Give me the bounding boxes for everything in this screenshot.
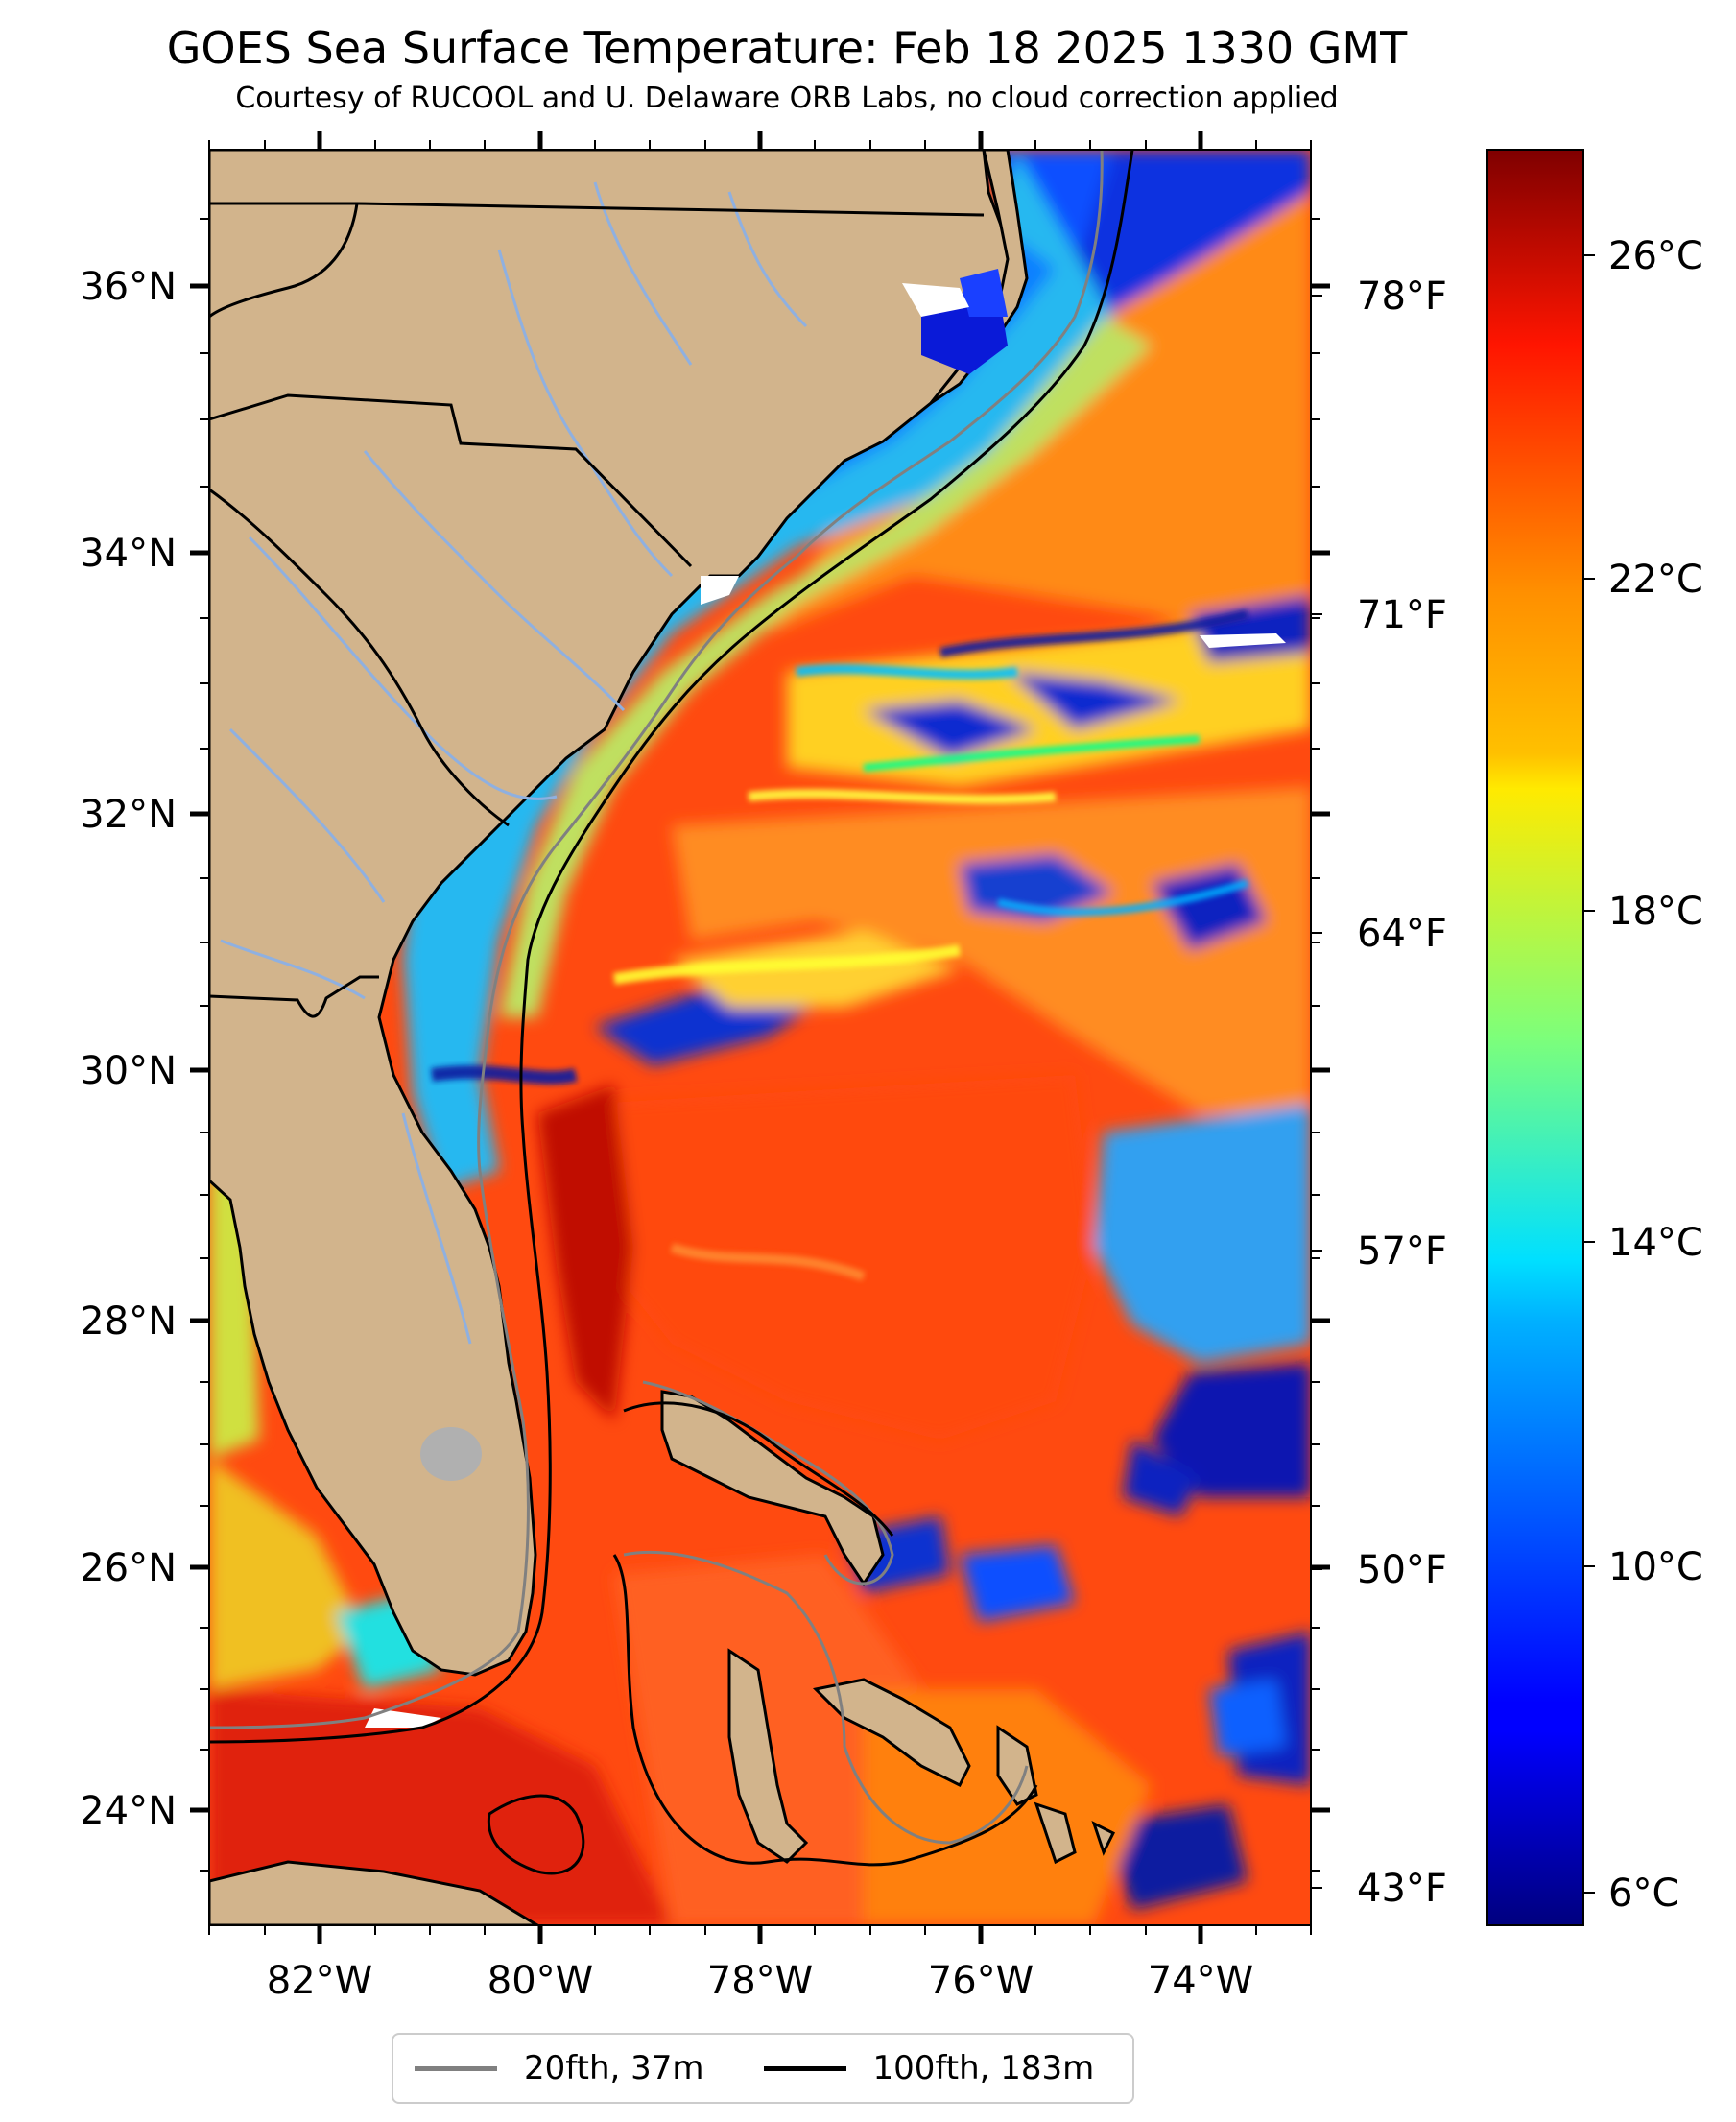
fahrenheit-ticks bbox=[1311, 295, 1322, 1889]
lat-label-32: 32°N bbox=[80, 793, 177, 837]
lat-label-26: 26°N bbox=[80, 1546, 177, 1590]
lake-okeechobee bbox=[420, 1427, 482, 1481]
legend-line-black bbox=[763, 2065, 846, 2071]
legend-entry-100fth: 100fth, 183m bbox=[763, 2049, 1095, 2087]
colorbar-label-14: 14°C bbox=[1608, 1221, 1703, 1265]
no-data-patches bbox=[365, 283, 1286, 1728]
state-borders bbox=[209, 202, 985, 1018]
lat-major-ticks bbox=[190, 283, 1330, 1813]
colorbar-label-18: 18°C bbox=[1608, 890, 1703, 934]
lat-label-36: 36°N bbox=[80, 265, 177, 309]
isobath-20fth bbox=[209, 150, 1104, 1845]
colorbar-ticks bbox=[1583, 254, 1595, 1894]
lon-major-ticks bbox=[317, 131, 1203, 1944]
fahrenheit-label-71: 71°F bbox=[1357, 593, 1447, 637]
lon-label-76: 76°W bbox=[928, 1959, 1034, 2003]
lon-label-74: 74°W bbox=[1148, 1959, 1253, 2003]
lat-label-24: 24°N bbox=[80, 1789, 177, 1833]
fahrenheit-label-78: 78°F bbox=[1357, 274, 1447, 319]
fahrenheit-label-64: 64°F bbox=[1357, 912, 1447, 956]
lon-minor-ticks bbox=[208, 140, 1312, 1935]
legend-entry-20fth: 20fth, 37m bbox=[415, 2049, 704, 2087]
rivers bbox=[220, 181, 808, 1345]
map-subtitle: Courtesy of RUCOOL and U. Delaware ORB L… bbox=[235, 82, 1339, 115]
colorbar bbox=[1486, 149, 1584, 1926]
us-land bbox=[209, 150, 1019, 1677]
sst-field bbox=[209, 150, 1311, 1925]
fahrenheit-label-43: 43°F bbox=[1357, 1867, 1447, 1911]
colorbar-label-6: 6°C bbox=[1608, 1872, 1678, 1916]
fahrenheit-label-50: 50°F bbox=[1357, 1548, 1447, 1592]
lon-label-80: 80°W bbox=[488, 1959, 593, 2003]
lat-minor-ticks bbox=[200, 218, 1320, 1872]
isobath-legend: 20fth, 37m 100fth, 183m bbox=[392, 2033, 1134, 2104]
colorbar-label-26: 26°C bbox=[1608, 234, 1703, 278]
lat-label-28: 28°N bbox=[80, 1299, 177, 1344]
colorbar-label-10: 10°C bbox=[1608, 1545, 1703, 1589]
lat-label-34: 34°N bbox=[80, 532, 177, 576]
map-title: GOES Sea Surface Temperature: Feb 18 202… bbox=[166, 22, 1408, 74]
lon-label-82: 82°W bbox=[267, 1959, 372, 2003]
fahrenheit-label-57: 57°F bbox=[1357, 1229, 1447, 1274]
colorbar-label-22: 22°C bbox=[1608, 558, 1703, 602]
legend-label-20fth: 20fth, 37m bbox=[524, 2049, 704, 2087]
isobath-100fth bbox=[209, 150, 1134, 1875]
legend-line-gray bbox=[415, 2065, 497, 2071]
lat-label-30: 30°N bbox=[80, 1049, 177, 1093]
lon-label-78: 78°W bbox=[707, 1959, 813, 2003]
legend-label-100fth: 100fth, 183m bbox=[872, 2049, 1095, 2087]
